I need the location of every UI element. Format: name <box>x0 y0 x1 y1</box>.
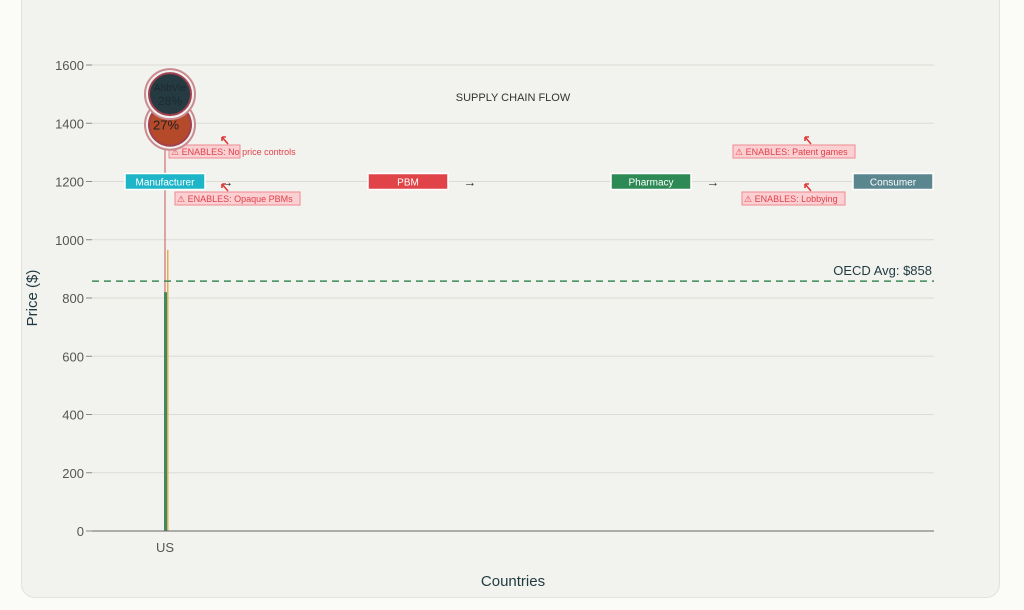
flow-arrow-icon: → <box>707 175 720 190</box>
bubble-fill <box>148 72 192 117</box>
flow-arrow-icon: → <box>464 175 477 190</box>
x-axis-title: Countries <box>481 573 545 590</box>
flow-node-box <box>124 172 206 191</box>
flow-node-label: PBM <box>397 178 419 189</box>
flow-node-box <box>367 172 449 191</box>
y-tick-label: 200 <box>62 466 84 481</box>
supply-chain-title: SUPPLY CHAIN FLOW <box>456 92 571 104</box>
y-axis-title: Price ($) <box>24 270 41 327</box>
warning-label: ⚠ ENABLES: Opaque PBMs <box>174 191 301 206</box>
y-tick-label: 0 <box>77 524 84 539</box>
flow-node-pbm: PBM <box>367 172 449 191</box>
flow-node-consumer: Consumer <box>852 172 934 191</box>
warning-box <box>741 191 846 206</box>
warning-label: ⚠ ENABLES: Lobbying <box>741 191 846 206</box>
y-tick-label: 1000 <box>55 233 84 248</box>
x-tick-label: US <box>156 540 174 555</box>
bubble-label: AbbVie <box>154 83 187 94</box>
warning-text: ⚠ ENABLES: Opaque PBMs <box>177 194 293 204</box>
y-tick-label: 800 <box>62 291 84 306</box>
warning-arrow-icon <box>221 136 229 145</box>
y-tick-label: 1600 <box>55 58 84 73</box>
y-tick-label: 600 <box>62 349 84 364</box>
bar-us-series-1 <box>164 292 167 531</box>
flow-node-box <box>852 172 934 191</box>
warning-box <box>168 144 241 159</box>
warning-arrow-icon <box>221 183 229 192</box>
flow-node-label: Consumer <box>870 178 917 189</box>
warning-text: ⚠ ENABLES: Lobbying <box>744 194 838 204</box>
warning-box <box>174 191 301 206</box>
flow-node-label: Manufacturer <box>136 178 196 189</box>
bubble-value: 27% <box>153 118 179 133</box>
oecd-average-label: OECD Avg: $858 <box>833 263 932 278</box>
flow-node-box <box>610 172 692 191</box>
warning-label: ⚠ ENABLES: Patent games <box>732 144 856 159</box>
warning-box <box>732 144 856 159</box>
bar-us-series-2 <box>167 249 169 531</box>
flow-node-pharmacy: Pharmacy <box>610 172 692 191</box>
warning-text: ⚠ ENABLES: No price controls <box>171 147 296 157</box>
bubble-value: 28% <box>158 94 182 108</box>
warning-arrow-icon <box>804 183 812 192</box>
y-tick-label: 1200 <box>55 175 84 190</box>
warning-arrow-icon <box>804 136 812 145</box>
y-tick-label: 400 <box>62 408 84 423</box>
warning-label: ⚠ ENABLES: No price controls <box>168 144 296 159</box>
flow-node-label: Pharmacy <box>628 178 673 189</box>
y-tick-label: 1400 <box>55 116 84 131</box>
warning-text: ⚠ ENABLES: Patent games <box>735 147 848 157</box>
flow-node-manufacturer: Manufacturer <box>124 172 206 191</box>
